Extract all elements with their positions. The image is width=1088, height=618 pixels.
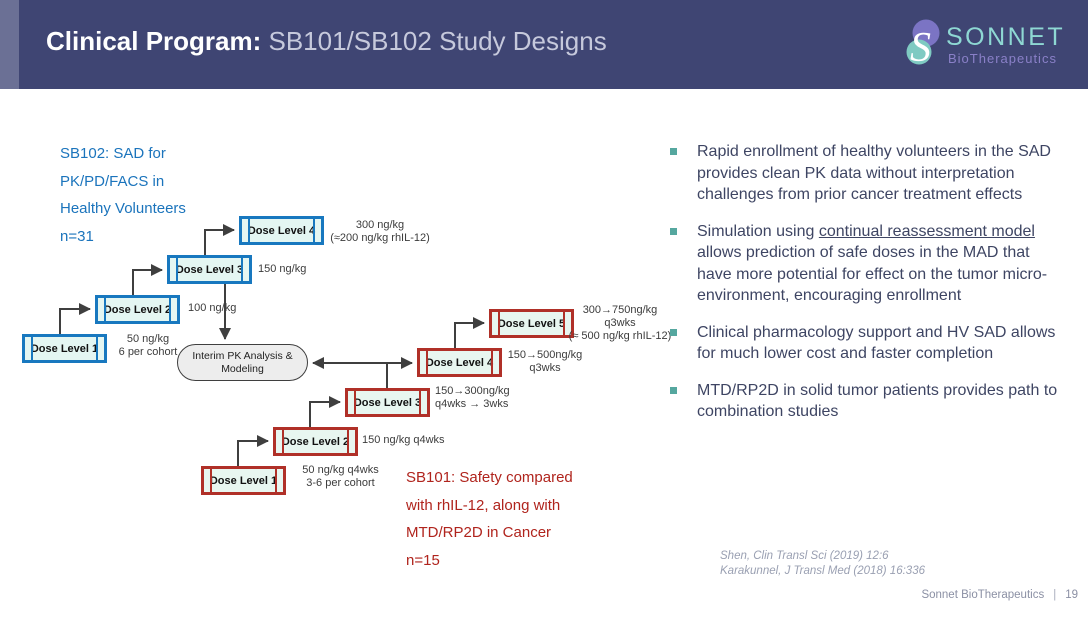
page-title: Clinical Program: SB101/SB102 Study Desi… — [46, 26, 607, 57]
sb102-dose-level-4: Dose Level 4 — [239, 216, 324, 245]
interim-pk-analysis-node: Interim PK Analysis & Modeling — [177, 344, 308, 381]
key-points-list: Rapid enrollment of healthy volunteers i… — [666, 141, 1058, 438]
sb101-heading: SB101: Safety compared with rhIL-12, alo… — [406, 469, 573, 569]
sb102-dose-4-note: 300 ng/kg (≈200 ng/kg rhIL-12) — [330, 219, 430, 244]
bullet-rapid-enrollment: Rapid enrollment of healthy volunteers i… — [666, 141, 1058, 206]
sb102-dose-level-1-label: Dose Level 1 — [30, 342, 99, 355]
sb101-dose-2-note: 150 ng/kg q4wks — [362, 434, 445, 446]
bullet-3-text: Clinical pharmacology support and HV SAD… — [697, 323, 1056, 363]
bullet-4-text: MTD/RP2D in solid tumor patients provide… — [697, 381, 1058, 421]
bullet-simulation-crm: Simulation using continual reassessment … — [666, 221, 1058, 307]
sb101-dose-level-4-label: Dose Level 4 — [425, 356, 494, 369]
sb101-dose-level-1-label: Dose Level 1 — [209, 474, 278, 487]
bullet-2-text-pre: Simulation using — [697, 222, 819, 240]
citations: Shen, Clin Transl Sci (2019) 12:6 Karaku… — [720, 549, 925, 578]
page-title-rest: SB101/SB102 Study Designs — [268, 26, 607, 56]
page-number: 19 — [1065, 589, 1078, 601]
sb102-dose-2-note: 100 ng/kg — [188, 302, 237, 314]
sb102-dose-level-1: Dose Level 1 — [22, 334, 107, 363]
bullet-clinical-pharmacology: Clinical pharmacology support and HV SAD… — [666, 322, 1058, 365]
sb101-dose-level-3-label: Dose Level 3 — [353, 396, 422, 409]
sb102-dose-level-3-label: Dose Level 3 — [175, 263, 244, 276]
bullet-2-underlined-phrase: continual reassessment model — [818, 222, 1035, 240]
bullet-square-icon — [670, 227, 677, 235]
footer-company: Sonnet BioTherapeutics — [921, 589, 1045, 601]
sonnet-logo: S SONNET BioTherapeutics — [906, 19, 1065, 71]
sb101-dose-level-5-label: Dose Level 5 — [497, 317, 566, 330]
logo-tagline: BioTherapeutics — [948, 51, 1057, 66]
sb102-dose-1-note: 50 ng/kg 6 per cohort — [118, 333, 178, 358]
sb101-dose-level-1: Dose Level 1 — [201, 466, 286, 495]
svg-text:S: S — [910, 25, 931, 71]
citation-2: Karakunnel, J Transl Med (2018) 16:336 — [720, 564, 925, 577]
sb101-dose-4-note: 150→500ng/kg q3wks — [507, 349, 583, 374]
bullet-square-icon — [670, 148, 677, 155]
sb101-dose-level-4: Dose Level 4 — [417, 348, 502, 377]
sb102-dose-level-2-label: Dose Level 2 — [103, 303, 172, 316]
header-accent-strip — [0, 0, 19, 89]
logo-wordmark: SONNET — [946, 23, 1065, 51]
sb101-dose-5-note: 300→750ng/kg q3wks (≈ 500 ng/kg rhIL-12) — [568, 304, 672, 342]
citation-1: Shen, Clin Transl Sci (2019) 12:6 — [720, 550, 889, 562]
sb102-dose-level-3: Dose Level 3 — [167, 255, 252, 284]
s-swirl-icon: S — [906, 19, 940, 71]
bullet-mtd-rp2d: MTD/RP2D in solid tumor patients provide… — [666, 380, 1058, 423]
page-title-bold: Clinical Program: — [46, 26, 269, 56]
sb101-dose-level-3: Dose Level 3 — [345, 388, 430, 417]
sb101-dose-level-2: Dose Level 2 — [273, 427, 358, 456]
sb102-dose-level-4-label: Dose Level 4 — [247, 224, 316, 237]
slide-footer: Sonnet BioTherapeutics | 19 — [921, 589, 1078, 601]
sb102-dose-level-2: Dose Level 2 — [95, 295, 180, 324]
bullet-2-text-post: allows prediction of safe doses in the M… — [697, 244, 1048, 304]
sb101-dose-3-note: 150→300ng/kg q4wks → 3wks — [435, 385, 510, 410]
sb101-dose-level-5: Dose Level 5 — [489, 309, 574, 338]
company-logo: S SONNET BioTherapeutics — [902, 14, 1070, 79]
sb102-heading: SB102: SAD for PK/PD/FACS in Healthy Vol… — [60, 145, 186, 245]
sb101-dose-1-note: 50 ng/kg q4wks 3-6 per cohort — [302, 464, 379, 489]
sb102-dose-3-note: 150 ng/kg — [258, 263, 307, 275]
header-banner: Clinical Program: SB101/SB102 Study Desi… — [0, 0, 1088, 89]
bullet-square-icon — [670, 328, 677, 336]
bullet-1-text: Rapid enrollment of healthy volunteers i… — [697, 143, 1051, 203]
bullet-square-icon — [670, 386, 677, 394]
sb101-dose-level-2-label: Dose Level 2 — [281, 435, 350, 448]
footer-separator: | — [1053, 589, 1057, 601]
